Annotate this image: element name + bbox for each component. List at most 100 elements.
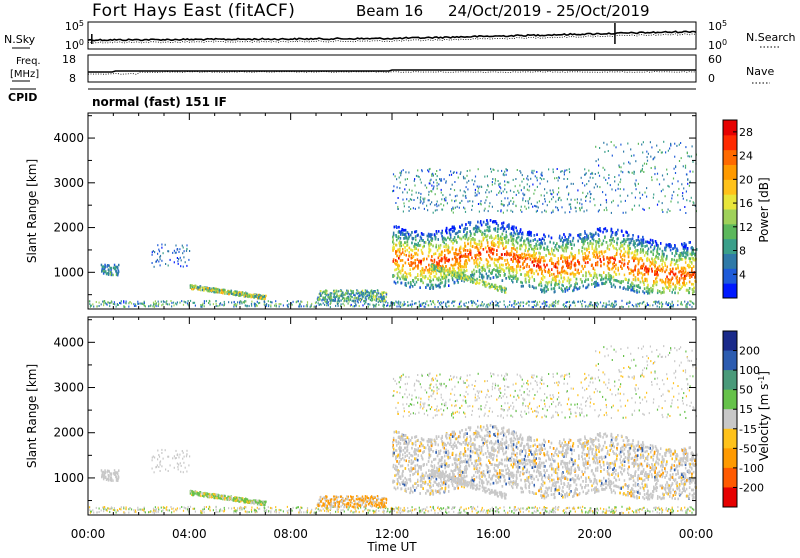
power-cell — [614, 302, 615, 304]
power-cell — [620, 250, 622, 253]
power-cell — [173, 302, 174, 304]
power-cell — [458, 269, 460, 272]
power-cell — [591, 279, 593, 282]
power-cell — [684, 301, 685, 303]
power-cell — [585, 306, 586, 308]
power-cell — [180, 265, 181, 267]
power-cell — [363, 294, 364, 296]
power-cell — [383, 304, 384, 306]
power-cell — [547, 288, 549, 291]
power-cell — [219, 304, 220, 306]
power-cell — [454, 240, 456, 243]
power-cell — [338, 290, 339, 292]
power-cell — [241, 302, 242, 304]
power-cell — [118, 264, 120, 267]
power-cell — [522, 262, 524, 265]
power-cell — [595, 256, 597, 259]
power-cell — [184, 301, 185, 303]
power-cell — [327, 303, 328, 305]
power-cell — [597, 261, 599, 264]
power-cell — [575, 305, 576, 307]
power-cell — [382, 294, 383, 296]
freq-tick-top: 18 — [62, 53, 76, 66]
power-cell — [624, 274, 626, 277]
power-cell — [496, 249, 498, 252]
power-cell — [497, 302, 498, 304]
power-cell — [223, 289, 224, 291]
power-cell — [565, 290, 567, 293]
power-cell — [679, 287, 681, 290]
power-cell — [187, 302, 188, 304]
power-cell — [378, 296, 379, 298]
power-cell — [583, 285, 585, 288]
power-cell — [468, 301, 469, 303]
power-cell — [399, 265, 401, 268]
power-cell — [649, 305, 650, 307]
power-cell — [665, 283, 667, 286]
power-cell — [298, 300, 299, 302]
power-cell — [495, 304, 496, 306]
power-cell — [399, 304, 400, 306]
power-cell — [556, 248, 558, 251]
power-cell — [609, 268, 611, 271]
power-cell — [519, 257, 521, 260]
power-cell — [676, 281, 678, 284]
power-cell — [358, 292, 359, 294]
power-cell — [589, 305, 590, 307]
power-cell — [254, 296, 255, 298]
power-cell — [585, 262, 587, 265]
power-cell — [472, 273, 474, 276]
power-cell — [216, 305, 217, 307]
power-cell — [465, 227, 467, 230]
power-cell — [534, 304, 535, 306]
power-cell — [405, 262, 407, 265]
power-cell — [523, 256, 525, 259]
power-cell — [105, 266, 107, 269]
power-cell — [666, 276, 668, 279]
power-cell — [502, 233, 504, 236]
power-cell — [515, 300, 516, 302]
power-cell — [472, 305, 473, 307]
nsky-label: N.Sky — [4, 33, 36, 46]
power-cell — [487, 306, 488, 308]
power-cell — [533, 239, 535, 242]
power-cell — [370, 299, 371, 301]
power-cell — [609, 248, 611, 251]
power-cell — [433, 300, 434, 302]
power-cell — [600, 261, 602, 264]
power-cell — [638, 303, 639, 305]
power-cell — [109, 305, 110, 307]
power-cell — [607, 247, 609, 250]
power-cell — [492, 301, 493, 303]
power-cell — [677, 249, 679, 252]
power-cell — [171, 302, 172, 304]
power-cell — [307, 301, 308, 303]
power-cell — [193, 302, 194, 304]
power-cell — [411, 306, 412, 308]
power-cell — [554, 304, 555, 306]
power-cell — [407, 305, 408, 307]
power-cell — [539, 255, 541, 258]
power-cell — [475, 230, 477, 233]
power-cell — [677, 264, 679, 267]
power-cell — [469, 230, 471, 233]
power-cell — [216, 288, 217, 290]
power-cell — [429, 271, 431, 274]
power-cell — [486, 229, 488, 232]
power-cell — [487, 245, 489, 248]
power-cell — [554, 287, 556, 290]
nave-tick-bottom: 0 — [708, 72, 715, 85]
power-cell — [412, 303, 413, 305]
power-cell — [681, 303, 682, 305]
power-cell — [266, 305, 267, 307]
power-cell — [358, 295, 359, 297]
power-cell — [673, 304, 674, 306]
power-cell — [467, 243, 469, 246]
power-cell — [520, 281, 522, 284]
power-cell — [466, 255, 468, 258]
power-cell — [249, 305, 250, 307]
power-cell — [543, 260, 545, 263]
power-cell — [244, 300, 245, 302]
power-cell — [474, 262, 476, 265]
power-cell — [466, 306, 467, 308]
